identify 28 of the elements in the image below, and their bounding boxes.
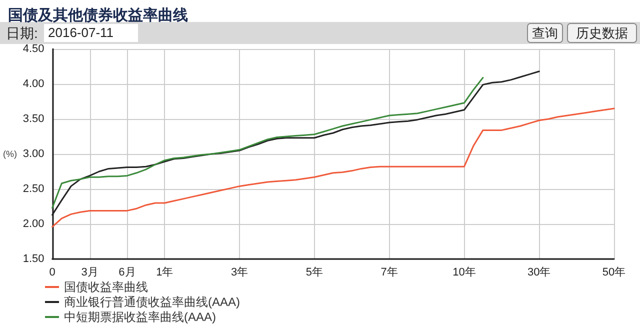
text: 查询 <box>532 26 558 40</box>
x-tick-label: 7年 <box>380 266 398 278</box>
legend-label: 国债收益率曲线 <box>64 280 148 294</box>
y-tick-label: 4.00 <box>22 78 44 90</box>
text: 历史数据 <box>576 26 628 40</box>
y-axis-title: (%) <box>2 149 17 159</box>
x-tick-label: 3年 <box>230 266 248 278</box>
y-tick-label: 3.50 <box>22 113 44 125</box>
y-tick-label: 2.00 <box>22 218 44 230</box>
x-tick-label: 6月 <box>118 266 136 278</box>
x-tick-label: 30年 <box>527 266 551 278</box>
text: 2016-07-11 <box>48 25 114 40</box>
line-series <box>52 108 615 228</box>
x-tick-label: 0 <box>49 266 56 278</box>
y-tick-label: 4.50 <box>22 43 44 55</box>
line-series <box>52 76 484 209</box>
x-tick-label: 5年 <box>306 266 323 278</box>
y-tick-label: 3.00 <box>22 148 44 160</box>
x-tick-label: 50年 <box>602 266 626 278</box>
y-tick-label: 1.50 <box>22 253 44 265</box>
x-tick-label: 10年 <box>452 266 476 278</box>
legend-label: 商业银行普通债收益率曲线(AAA) <box>64 295 240 309</box>
x-tick-label: 1年 <box>156 266 174 278</box>
chart-title: 国债及其他债券收益率曲线 <box>8 6 188 24</box>
text: 日期: <box>6 25 38 41</box>
x-tick-label: 3月 <box>81 266 98 278</box>
y-tick-label: 2.50 <box>22 183 44 195</box>
legend-label: 中短期票据收益率曲线(AAA) <box>64 310 216 324</box>
